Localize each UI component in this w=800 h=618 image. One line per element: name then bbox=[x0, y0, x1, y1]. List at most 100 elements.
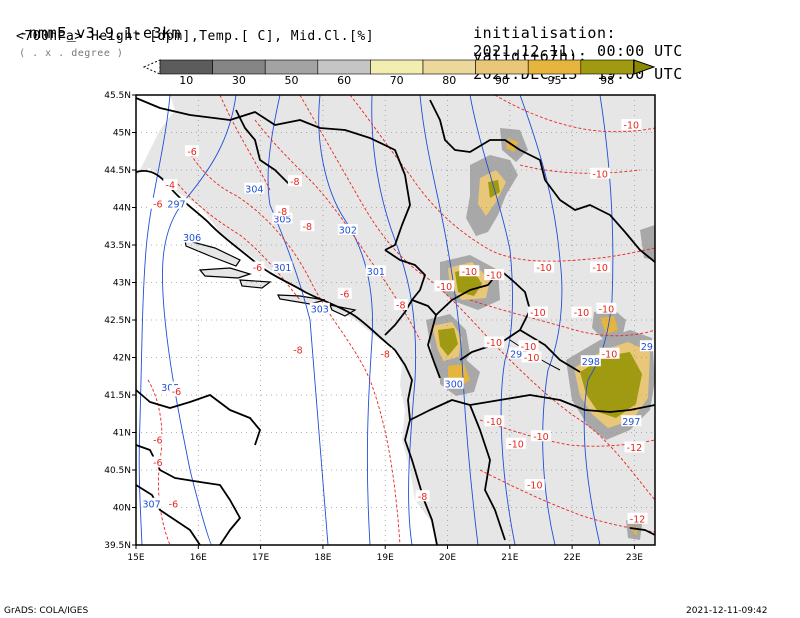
axis-ticks: 45.5N 45N 44.5N 44N 43.5N 43N 42.5N 42N 41.5N 41N… bbox=[104, 91, 643, 563]
temperature-label: -8 bbox=[380, 349, 389, 360]
temperature-label: -12 bbox=[630, 514, 646, 525]
lat-label: 43.5N bbox=[104, 241, 131, 251]
temperature-label: -10 bbox=[533, 432, 549, 443]
temperature-label-bg bbox=[624, 441, 645, 453]
temperature-label-bg bbox=[150, 456, 165, 468]
height-label: 300 bbox=[445, 379, 463, 390]
temperature-label-bg bbox=[484, 415, 505, 427]
height-label: 303 bbox=[311, 304, 329, 315]
init-label: initialisation: bbox=[473, 24, 617, 42]
temperature-label-bg bbox=[337, 287, 352, 299]
colorbar-label: 70 bbox=[390, 74, 404, 87]
temperature-label: -10 bbox=[530, 308, 546, 319]
height-label-bg bbox=[182, 231, 203, 243]
temperature-label: -10 bbox=[527, 481, 543, 492]
colorbar-label: 30 bbox=[232, 74, 246, 87]
temperature-label-bg bbox=[599, 347, 620, 359]
temperature-label-bg bbox=[527, 306, 548, 318]
temperature-label: -6 bbox=[169, 499, 178, 510]
temperature-label: -8 bbox=[290, 177, 299, 188]
lat-label: 42N bbox=[113, 354, 131, 364]
height-label-bg bbox=[580, 355, 601, 367]
footer-left: GrADS: COLA/IGES bbox=[4, 606, 89, 616]
height-label: 305 bbox=[273, 214, 291, 225]
lat-label: 41N bbox=[113, 429, 131, 439]
height-label-bg bbox=[337, 224, 358, 235]
temperature-label: -8 bbox=[303, 222, 312, 233]
temperature-label-bg bbox=[393, 299, 408, 310]
temperature-label: -8 bbox=[396, 301, 405, 312]
model-title: -nmmE_v3.9.1-e3km ( . x . degree ) bbox=[0, 6, 181, 60]
temperature-label-bg bbox=[596, 302, 617, 314]
height-label-bg bbox=[272, 261, 293, 273]
colorbar-label: 90 bbox=[495, 74, 509, 87]
height-label: 298 bbox=[582, 357, 600, 368]
temperature-label-bg bbox=[459, 265, 480, 277]
lat-label: 44N bbox=[113, 204, 131, 214]
colorbar-label: 50 bbox=[285, 74, 299, 87]
lon-label: 23E bbox=[626, 553, 643, 563]
temperature-label: -6 bbox=[172, 387, 181, 398]
height-label-bg bbox=[309, 302, 330, 314]
temperature-label-bg bbox=[524, 479, 545, 490]
temperature-label: -6 bbox=[153, 199, 162, 210]
temperature-label: -10 bbox=[524, 353, 540, 364]
island bbox=[184, 239, 241, 267]
colorbar: 10 30 50 60 70 80 90 95 98 bbox=[142, 59, 656, 87]
temperature-label-bg bbox=[530, 430, 551, 442]
temperature-label: -6 bbox=[187, 147, 196, 158]
temperature-label: -10 bbox=[486, 271, 502, 282]
temperature-label: -10 bbox=[624, 121, 640, 132]
lon-label: 17E bbox=[252, 553, 269, 563]
height-label-bg bbox=[509, 347, 530, 359]
lon-label: 21E bbox=[501, 553, 518, 563]
colorbar-label: 10 bbox=[179, 74, 193, 87]
temperature-label-bg bbox=[590, 261, 611, 273]
temperature-label-bg bbox=[166, 497, 181, 509]
height-label: 301 bbox=[367, 267, 385, 278]
temperature-label-bg bbox=[518, 340, 539, 352]
temperature-label: -8 bbox=[278, 207, 287, 218]
temperature-label-bg bbox=[287, 175, 302, 187]
temperature-label: -6 bbox=[153, 458, 162, 469]
height-label-bg bbox=[141, 497, 162, 509]
height-label: 29 bbox=[641, 342, 653, 353]
lat-label: 41.5N bbox=[104, 391, 131, 401]
height-label: 304 bbox=[245, 184, 263, 195]
adriatic-sea-north bbox=[136, 95, 175, 172]
temperature-label: -10 bbox=[536, 263, 552, 274]
height-label-bg bbox=[621, 415, 642, 427]
temperature-label-bg bbox=[275, 205, 290, 217]
temperature-label-bg bbox=[521, 351, 542, 363]
temperature-label: -10 bbox=[521, 342, 537, 353]
temperature-label: -6 bbox=[340, 289, 349, 300]
temperature-label-bg bbox=[571, 306, 592, 318]
island bbox=[239, 279, 272, 289]
temperature-label: -4 bbox=[166, 181, 175, 192]
lat-label: 39.5N bbox=[104, 541, 131, 551]
temperature-label-bg bbox=[621, 119, 642, 130]
temperature-label-bg bbox=[150, 434, 165, 445]
temperature-label-bg bbox=[150, 197, 165, 209]
temperature-label-bg bbox=[169, 385, 184, 397]
temperature-label-bg bbox=[250, 261, 265, 273]
temperature-label: -10 bbox=[462, 267, 478, 278]
lat-label: 40N bbox=[113, 504, 131, 514]
lat-label: 44.5N bbox=[104, 166, 131, 176]
adriatic-sea bbox=[136, 168, 437, 545]
temperature-label: -10 bbox=[599, 304, 615, 315]
lon-label: 22E bbox=[564, 553, 581, 563]
temperature-label-bg bbox=[534, 261, 555, 273]
model-name: -nmmE_v3.9.1-e3km bbox=[19, 24, 182, 42]
colorbar-label: 80 bbox=[442, 74, 456, 87]
height-label-bg bbox=[443, 377, 464, 389]
colorbar-right-arrow bbox=[633, 59, 656, 75]
lon-label: 18E bbox=[314, 553, 331, 563]
island bbox=[277, 294, 326, 305]
colorbar-label: 98 bbox=[600, 74, 614, 87]
height-contours bbox=[138, 95, 614, 545]
temperature-label-bg bbox=[627, 512, 648, 524]
temperature-label: -10 bbox=[437, 282, 453, 293]
lat-label: 45.5N bbox=[104, 91, 131, 101]
